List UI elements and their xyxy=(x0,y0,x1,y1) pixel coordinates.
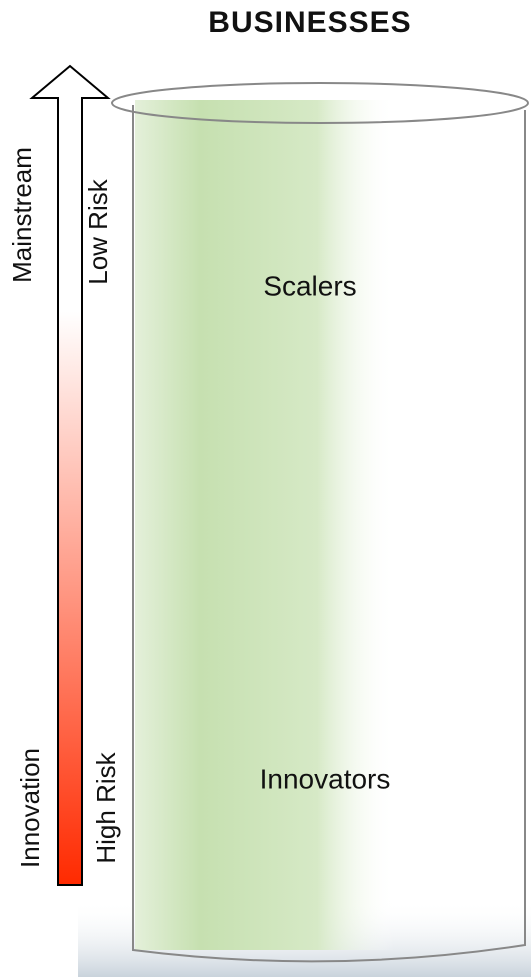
axis-label: Low Risk xyxy=(83,178,113,284)
diagram: BUSINESSES Mainstream Innovation Low Ris… xyxy=(0,0,531,977)
segment-label: Scalers xyxy=(263,270,356,301)
column-fill xyxy=(135,100,395,950)
axis-label: High Risk xyxy=(91,751,121,863)
axis-label: Innovation xyxy=(15,748,45,868)
title: BUSINESSES xyxy=(208,6,411,39)
page: BUSINESSES Mainstream Innovation Low Ris… xyxy=(0,0,531,977)
axis-label: Mainstream xyxy=(7,147,37,283)
segment-label: Innovators xyxy=(260,763,391,794)
